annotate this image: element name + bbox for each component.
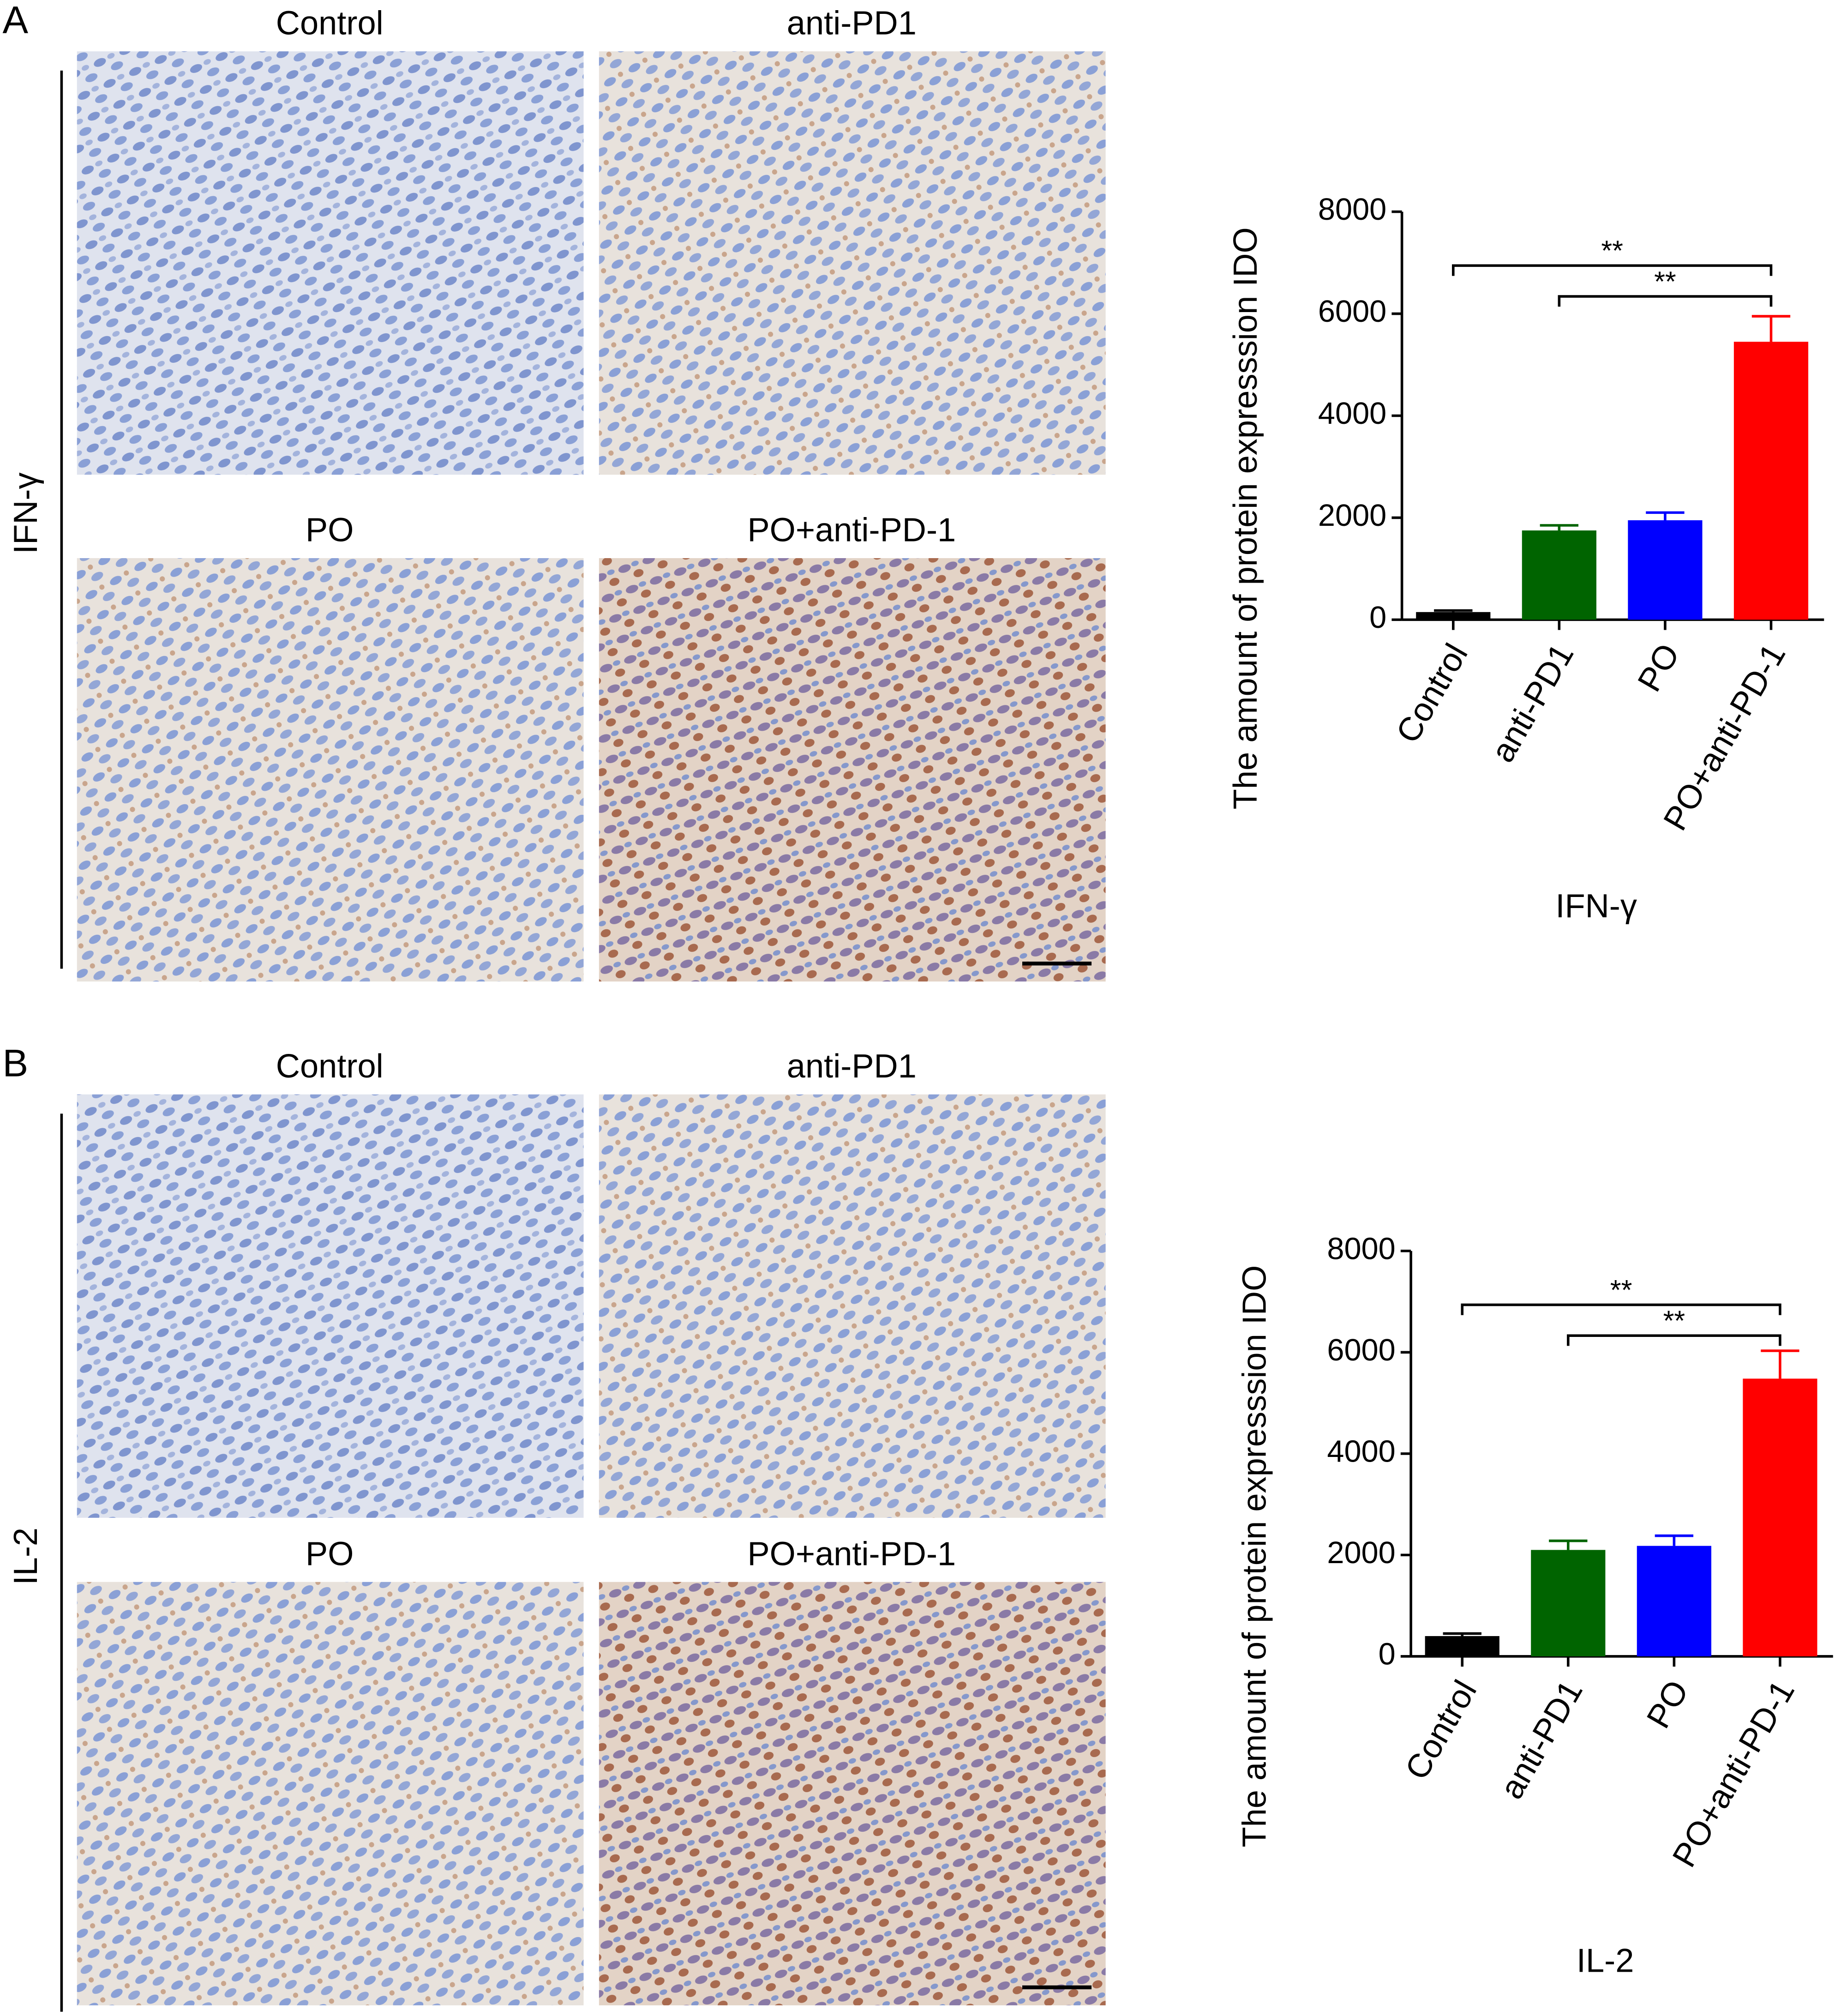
significance-bracket: [1558, 295, 1773, 307]
significance-label: **: [1663, 1305, 1685, 1336]
bar: [1416, 612, 1491, 620]
y-axis-label: The amount of protein expresssion IDO: [1227, 227, 1264, 809]
y-axis-label: The amount of protein expresssion IDO: [1236, 1265, 1273, 1847]
image-label: anti-PD1: [787, 5, 917, 42]
significance-label: **: [1654, 265, 1676, 297]
x-tick-label: anti-PD1: [1484, 638, 1581, 768]
y-tick-label: 4000: [1318, 397, 1386, 431]
y-tick-label: 6000: [1318, 295, 1386, 329]
micrograph: [599, 558, 1106, 982]
x-tick-label: Control: [1389, 638, 1475, 749]
y-tick-label: 2000: [1327, 1536, 1395, 1570]
group-label: IFN-γ: [7, 472, 44, 554]
y-tick-label: 8000: [1327, 1232, 1395, 1266]
image-label: PO: [306, 512, 354, 548]
x-tick-label: Control: [1398, 1674, 1484, 1786]
y-tick-label: 2000: [1318, 499, 1386, 533]
y-tick-label: 8000: [1318, 193, 1386, 227]
image-label: anti-PD1: [787, 1048, 917, 1085]
significance-label: **: [1601, 235, 1623, 266]
x-tick-label: PO: [1640, 1674, 1696, 1734]
micrograph: [77, 1582, 584, 2005]
micrograph: [599, 1582, 1106, 2005]
panel-label: A: [3, 0, 29, 42]
micrograph: [77, 51, 584, 475]
y-tick-label: 0: [1379, 1637, 1396, 1672]
panel-label: B: [3, 1042, 29, 1085]
significance-bracket: [1567, 1334, 1781, 1346]
bar: [1425, 1636, 1499, 1656]
micrograph: [77, 558, 584, 982]
group-label: IL-2: [7, 1528, 44, 1585]
bar: [1531, 1550, 1606, 1656]
x-tick-label: anti-PD1: [1493, 1674, 1590, 1805]
bar: [1522, 530, 1596, 620]
image-label: PO+anti-PD-1: [747, 512, 956, 548]
image-label: Control: [276, 5, 384, 42]
micrograph: [599, 1094, 1106, 1518]
micrograph: [77, 1094, 584, 1518]
bar: [1733, 342, 1809, 620]
bar: [1743, 1378, 1817, 1656]
significance-label: **: [1610, 1274, 1632, 1306]
significance-bracket: [1452, 264, 1773, 276]
x-tick-label: PO: [1631, 638, 1686, 698]
bar: [1628, 520, 1703, 620]
bar: [1637, 1546, 1711, 1656]
image-label: PO: [306, 1535, 354, 1572]
x-axis-label: IL-2: [1577, 1942, 1634, 1979]
y-tick-label: 4000: [1327, 1434, 1395, 1468]
significance-bracket: [1461, 1303, 1781, 1315]
image-label: Control: [276, 1048, 384, 1085]
y-tick-label: 6000: [1327, 1333, 1395, 1367]
image-label: PO+anti-PD-1: [747, 1535, 956, 1572]
micrograph: [599, 51, 1106, 475]
x-axis-label: IFN-γ: [1555, 888, 1637, 925]
y-tick-label: 0: [1369, 601, 1386, 635]
